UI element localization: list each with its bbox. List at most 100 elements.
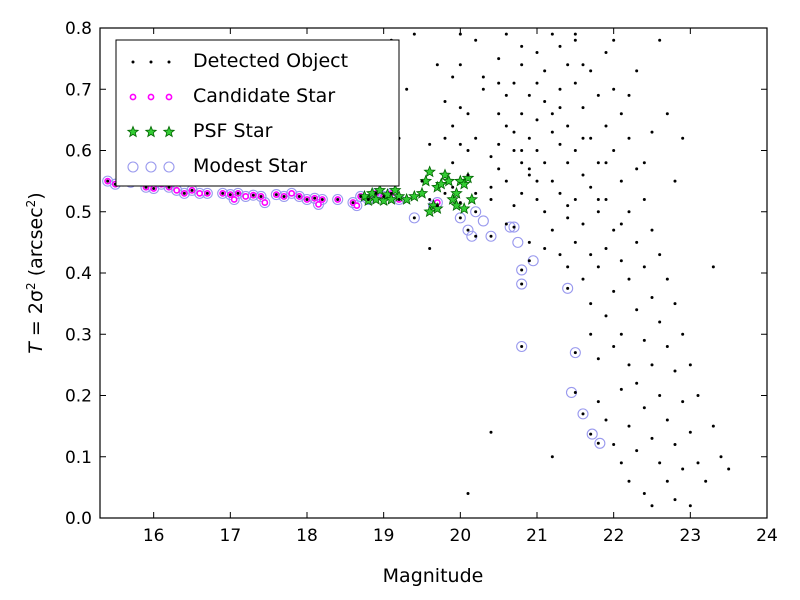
y-tick-label: 0.6 [65, 142, 92, 162]
legend-marker [167, 60, 171, 64]
point-detected-object [581, 222, 585, 226]
point-detected-object [543, 210, 547, 214]
point-detected-object [412, 32, 416, 36]
point-detected-object [497, 57, 501, 61]
point-detected-object [589, 69, 593, 73]
point-detected-object [474, 234, 478, 238]
point-detected-object [581, 106, 585, 110]
point-modest-star [228, 193, 240, 206]
point-psf-star [461, 171, 475, 184]
y-tick-label: 0.1 [65, 448, 92, 468]
point-detected-object [658, 320, 662, 324]
point-candidate-star [173, 186, 181, 194]
point-psf-star [450, 186, 463, 199]
point-detected-object [596, 93, 600, 97]
point-detected-object [650, 296, 654, 299]
point-detected-object [512, 81, 516, 85]
point-detected-object [688, 504, 692, 508]
y-tick-label: 0.4 [65, 264, 92, 284]
point-psf-star [365, 186, 379, 199]
y-axis-label: T = 2σ2 (arcsec2) [24, 192, 47, 353]
point-detected-object [550, 455, 554, 459]
point-psf-star [446, 192, 459, 205]
point-detected-object [520, 63, 524, 67]
point-detected-object [573, 32, 577, 36]
point-detected-object [497, 167, 501, 171]
point-detected-object [619, 112, 623, 116]
point-detected-object [627, 136, 631, 140]
point-detected-object [673, 179, 677, 183]
data-points [102, 32, 731, 508]
legend-marker [163, 161, 175, 173]
point-detected-object [520, 191, 524, 195]
point-detected-object [497, 112, 501, 116]
point-detected-object [152, 186, 156, 190]
point-detected-object [543, 100, 547, 103]
point-detected-object [397, 198, 401, 201]
point-modest-star [516, 340, 528, 353]
point-detected-object [673, 498, 677, 502]
point-detected-object [389, 191, 393, 195]
point-detected-object [297, 194, 301, 198]
point-detected-object [619, 179, 623, 183]
point-detected-object [688, 430, 692, 434]
point-detected-object [573, 149, 577, 152]
point-detected-object [251, 193, 255, 197]
legend-marker [127, 161, 139, 173]
point-detected-object [497, 81, 501, 85]
point-detected-object [658, 394, 662, 397]
point-detected-object [658, 253, 662, 257]
point-detected-object [443, 100, 447, 103]
point-detected-object [604, 418, 608, 422]
point-detected-object [719, 455, 723, 459]
x-tick-label: 19 [373, 526, 395, 546]
point-detected-object [259, 194, 263, 198]
x-tick-label: 22 [603, 526, 625, 546]
point-detected-object [566, 216, 570, 220]
legend-marker [131, 60, 135, 64]
point-detected-object [520, 345, 524, 348]
point-detected-object [481, 87, 485, 91]
point-detected-object [589, 185, 593, 189]
point-detected-object [489, 198, 493, 201]
point-detected-object [711, 265, 715, 269]
point-psf-star [415, 186, 429, 199]
point-modest-star [586, 428, 598, 440]
point-detected-object [527, 259, 531, 263]
point-detected-object [635, 308, 639, 312]
point-detected-object [635, 69, 639, 73]
point-detected-object [435, 63, 439, 67]
point-detected-object [650, 228, 654, 232]
point-detected-object [106, 179, 110, 183]
point-psf-star [423, 165, 436, 178]
series-psf-star [358, 165, 479, 218]
point-detected-object [650, 436, 654, 440]
x-tick-label: 18 [296, 526, 318, 546]
legend-box [115, 39, 400, 187]
point-detected-object [466, 228, 470, 232]
point-detected-object [596, 265, 600, 269]
point-detected-object [550, 130, 554, 134]
point-detected-object [182, 191, 186, 195]
point-detected-object [382, 194, 386, 198]
point-detected-object [589, 136, 593, 140]
point-detected-object [627, 479, 631, 483]
point-detected-object [550, 32, 554, 36]
point-detected-object [527, 240, 531, 244]
point-detected-object [481, 75, 485, 79]
point-detected-object [458, 142, 462, 146]
point-psf-star [442, 174, 456, 187]
point-detected-object [658, 38, 662, 42]
point-modest-star [577, 408, 589, 420]
legend-label-candidate-star: Candidate Star [193, 85, 335, 107]
point-detected-object [535, 179, 539, 183]
point-detected-object [405, 87, 409, 91]
point-detected-object [589, 332, 593, 336]
point-modest-star [569, 347, 581, 359]
point-detected-object [665, 345, 669, 348]
point-detected-object [627, 424, 631, 428]
point-detected-object [558, 142, 562, 146]
legend: Detected Object Candidate Star PSF Star … [115, 39, 400, 187]
point-modest-star [594, 437, 606, 449]
point-detected-object [458, 216, 462, 220]
